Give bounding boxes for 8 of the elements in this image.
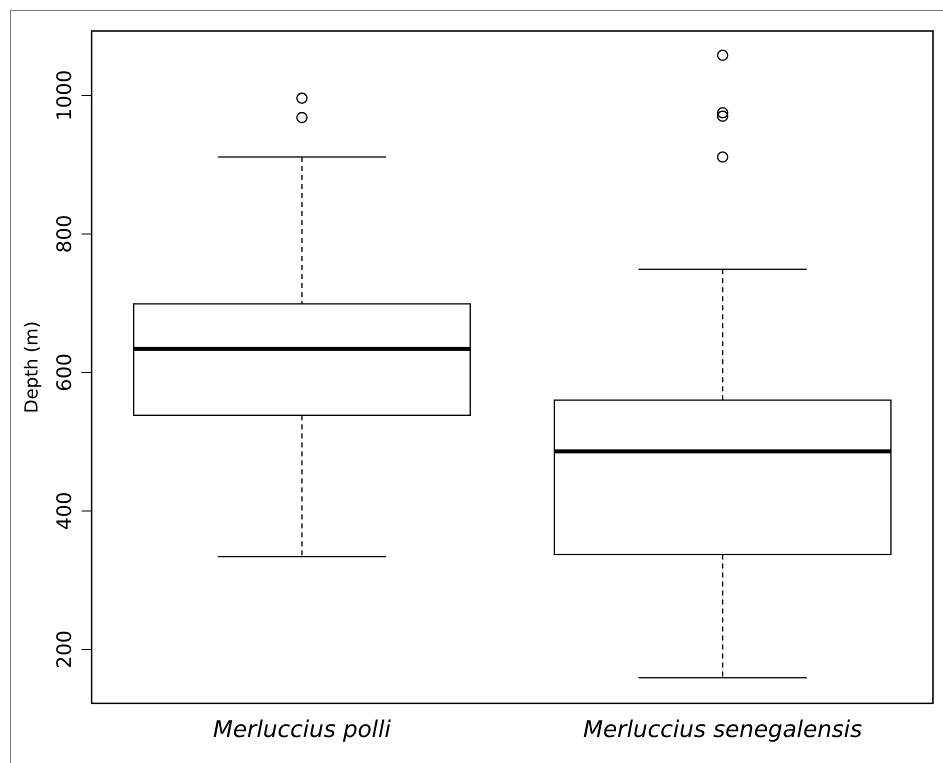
y-axis-title: Depth (m)	[21, 321, 42, 414]
y-tick-label: 800	[52, 214, 76, 253]
y-tick-label: 1000	[52, 70, 76, 121]
x-tick-label: Merluccius senegalensis	[583, 717, 862, 744]
y-tick-label: 600	[52, 353, 76, 392]
x-tick-label: Merluccius polli	[213, 717, 392, 744]
y-tick-label: 200	[52, 630, 76, 668]
y-tick-label: 400	[52, 492, 76, 530]
